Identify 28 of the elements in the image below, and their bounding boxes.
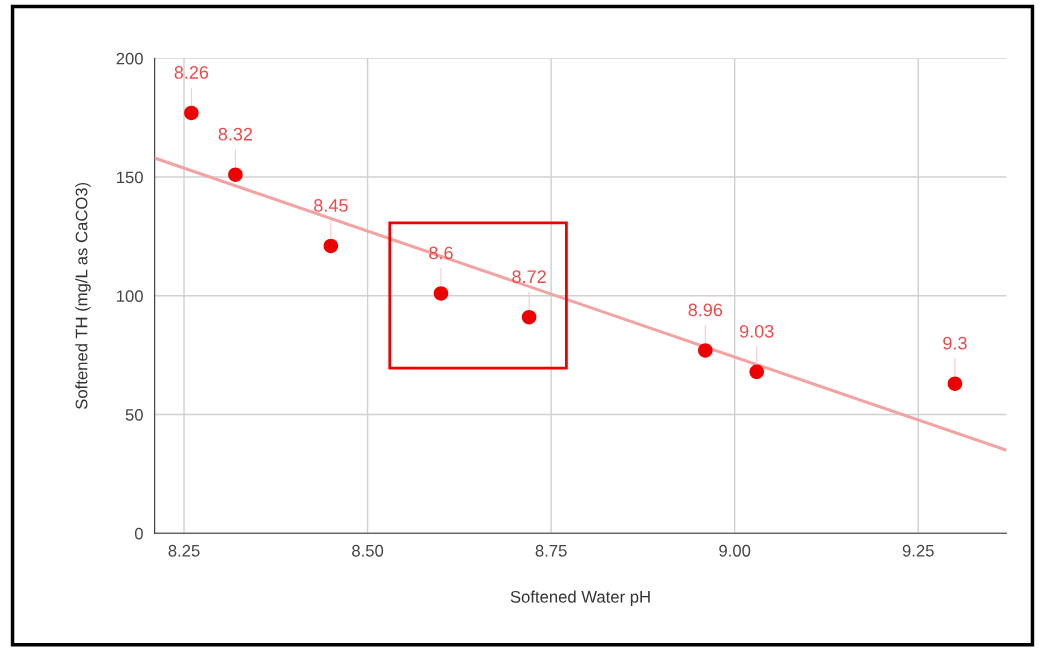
- annotation: 9.3: [943, 336, 967, 350]
- x-tick-label: 8.75: [535, 544, 567, 557]
- y-tick-label: 100: [117, 290, 143, 303]
- x-tick-label: 9.25: [902, 544, 934, 557]
- y-tick-label: 0: [134, 527, 143, 540]
- point: [698, 343, 713, 358]
- x-tick-label: 9.00: [719, 544, 751, 557]
- annotation: 8.6: [429, 246, 453, 260]
- annotation: 8.26: [174, 66, 209, 79]
- point: [323, 238, 339, 254]
- y-tick-label: 200: [116, 52, 143, 65]
- point: [947, 376, 963, 391]
- point: [749, 364, 764, 380]
- annotation: 8.72: [512, 270, 546, 284]
- point: [433, 286, 449, 301]
- y-axis-title: Softened TH (mg/L as CaCO3): [75, 182, 91, 409]
- point: [521, 309, 537, 325]
- point: [184, 105, 199, 121]
- annotation: 8.96: [688, 303, 723, 317]
- y-tick-label: 150: [117, 171, 143, 184]
- y-tick-label: 50: [125, 408, 143, 421]
- x-axis-title: Softened Water pH: [510, 590, 650, 607]
- x-tick-label: 8.25: [168, 544, 200, 557]
- annotation: 8.32: [218, 127, 253, 141]
- annotation: 9.03: [739, 324, 774, 338]
- x-tick-label: 8.50: [352, 544, 384, 557]
- annotation: 8.45: [314, 199, 348, 212]
- point: [228, 167, 243, 182]
